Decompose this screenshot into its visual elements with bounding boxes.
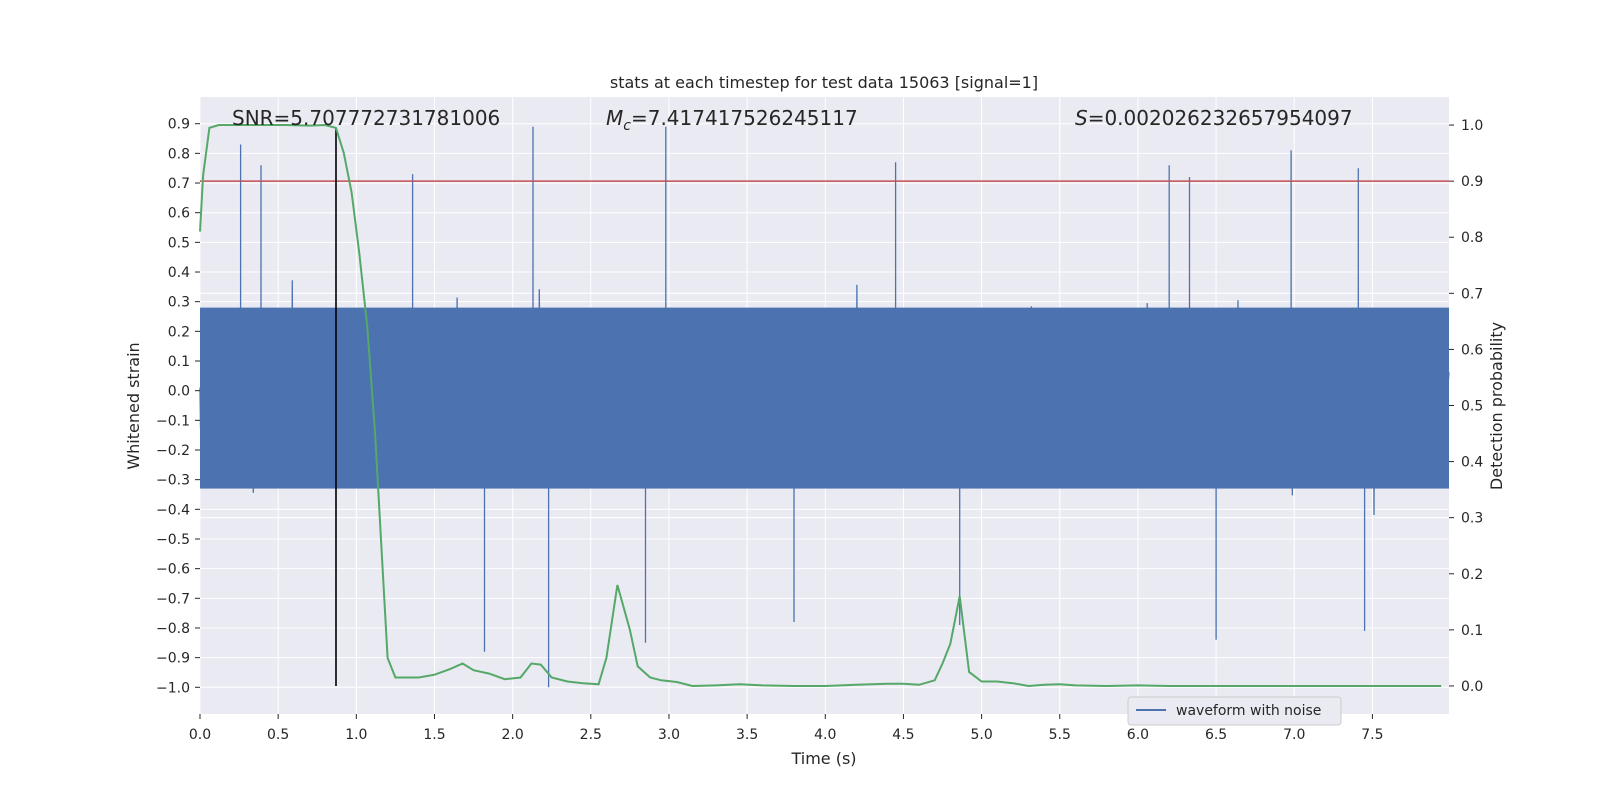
s-annotation: S=0.002026232657954097 (1075, 106, 1353, 130)
mc-annotation: Mc=7.417417526245117 (606, 106, 858, 134)
s-value: =0.002026232657954097 (1088, 106, 1353, 130)
mc-subscript: c (623, 118, 631, 134)
y-tick-label: −0.4 (156, 502, 190, 518)
y2-tick-label: 0.0 (1461, 679, 1483, 695)
y2-tick-label: 0.4 (1461, 455, 1483, 471)
x-axis-label: Time (s) (790, 749, 856, 768)
x-tick-label: 2.5 (580, 727, 602, 743)
x-axis-ticks: 0.0 0.5 1.0 1.5 2.0 2.5 3.0 3.5 4.0 4.5 5.0 5.5 6.0 6… (189, 714, 1384, 743)
y-axis-right-ticks: 0.0 0.1 0.2 0.3 0.4 0.5 0.6 0.7 0.8 0.9 1.0 (1449, 118, 1483, 695)
y-tick-label: −0.2 (156, 443, 190, 459)
y-tick-label: −0.3 (156, 473, 190, 489)
y-axis-label: Whitened strain (124, 342, 143, 469)
y-tick-label: 0.4 (168, 265, 190, 281)
s-symbol: S (1075, 106, 1088, 130)
x-tick-label: 2.0 (502, 727, 524, 743)
x-tick-label: 5.5 (1049, 727, 1071, 743)
x-tick-label: 3.5 (736, 727, 758, 743)
x-tick-label: 7.0 (1283, 727, 1305, 743)
y2-tick-label: 0.3 (1461, 511, 1483, 527)
y-tick-label: 0.6 (168, 206, 190, 222)
x-tick-label: 5.0 (970, 727, 992, 743)
y-tick-label: 0.3 (168, 295, 190, 311)
y-axis-left-ticks: 0.9 0.8 0.7 0.6 0.5 0.4 0.3 0.2 0.1 0.0 −0.1 −0.2 −0… (156, 117, 200, 696)
x-tick-label: 7.5 (1361, 727, 1383, 743)
y-tick-label: 0.9 (168, 117, 190, 133)
x-tick-label: 0.5 (267, 727, 289, 743)
y2-tick-label: 0.9 (1461, 174, 1483, 190)
y2-tick-label: 1.0 (1461, 118, 1483, 134)
y-tick-label: 0.7 (168, 176, 190, 192)
x-tick-label: 4.5 (892, 727, 914, 743)
y2-tick-label: 0.2 (1461, 567, 1483, 583)
x-tick-label: 4.0 (814, 727, 836, 743)
x-tick-label: 1.0 (345, 727, 367, 743)
y-tick-label: −0.5 (156, 532, 190, 548)
y-tick-label: −1.0 (156, 680, 190, 696)
y2-tick-label: 0.1 (1461, 623, 1483, 639)
waveform-series (199, 126, 1450, 688)
chart-title: stats at each timestep for test data 150… (610, 73, 1038, 92)
y-tick-label: 0.2 (168, 324, 190, 340)
y2-tick-label: 0.7 (1461, 286, 1483, 302)
y-tick-label: −0.9 (156, 651, 190, 667)
x-tick-label: 6.5 (1205, 727, 1227, 743)
y-tick-label: 0.0 (168, 384, 190, 400)
y2-tick-label: 0.8 (1461, 230, 1483, 246)
mc-value: =7.417417526245117 (631, 106, 858, 130)
y2-tick-label: 0.6 (1461, 342, 1483, 358)
y-tick-label: 0.5 (168, 235, 190, 251)
x-tick-label: 1.5 (423, 727, 445, 743)
probability-line (199, 123, 1442, 688)
x-tick-label: 3.0 (658, 727, 680, 743)
legend: waveform with noise (1127, 696, 1342, 726)
y-tick-label: −0.6 (156, 562, 190, 578)
y2-axis-label: Detection probability (1487, 322, 1506, 490)
y-tick-label: 0.1 (168, 354, 190, 370)
x-tick-label: 0.0 (189, 727, 211, 743)
y-tick-label: −0.8 (156, 621, 190, 637)
mc-symbol: M (606, 106, 623, 130)
legend-entry-waveform: waveform with noise (1176, 703, 1321, 719)
y-tick-label: −0.7 (156, 591, 190, 607)
snr-annotation: SNR=5.707772731781006 (232, 106, 500, 130)
legend-box (1127, 696, 1342, 726)
y2-tick-label: 0.5 (1461, 399, 1483, 415)
x-tick-label: 6.0 (1127, 727, 1149, 743)
y-tick-label: −0.1 (156, 413, 190, 429)
waveform-dense-band (200, 307, 1449, 489)
y-tick-label: 0.8 (168, 146, 190, 162)
probability-series (199, 123, 1442, 688)
